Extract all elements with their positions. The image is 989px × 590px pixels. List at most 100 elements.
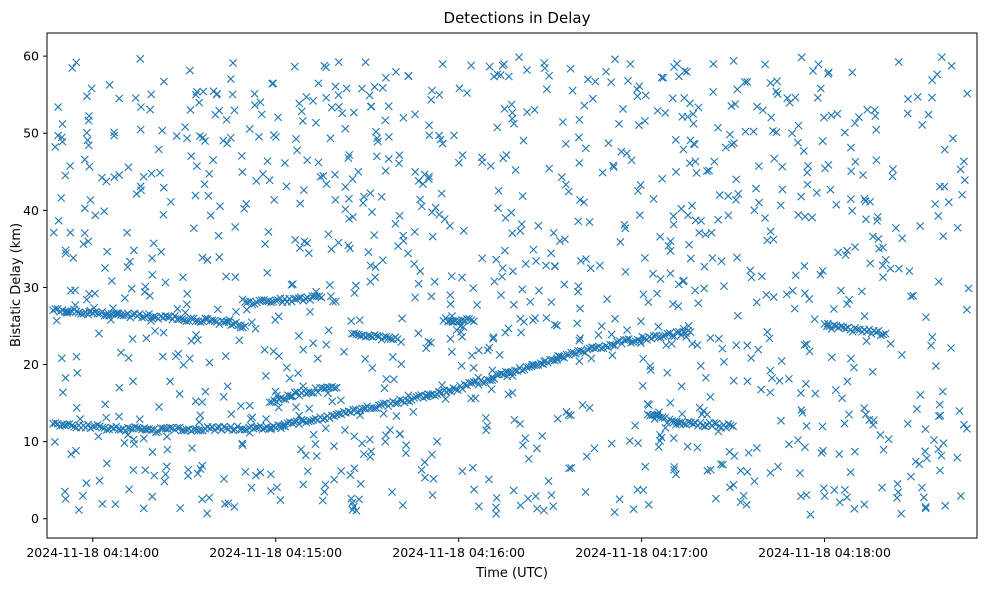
data-point: [265, 398, 274, 407]
data-point: [331, 82, 340, 91]
data-point: [386, 426, 395, 434]
data-point: [206, 211, 215, 220]
data-point: [237, 151, 246, 160]
data-point: [142, 334, 151, 343]
data-point: [729, 422, 738, 431]
data-point: [629, 337, 638, 346]
data-point: [488, 366, 497, 375]
data-point: [467, 61, 476, 70]
data-point: [566, 411, 575, 420]
data-point: [229, 59, 237, 68]
data-point: [417, 202, 426, 211]
data-point: [940, 182, 949, 191]
data-point: [274, 403, 283, 412]
data-point: [61, 495, 70, 504]
data-point: [314, 158, 323, 167]
data-point: [395, 211, 404, 220]
data-point: [74, 308, 83, 317]
data-point: [580, 101, 589, 110]
data-point: [191, 191, 200, 200]
data-point: [673, 59, 682, 68]
data-point: [694, 299, 703, 308]
data-point: [282, 182, 291, 191]
data-point: [299, 382, 308, 391]
data-point: [147, 313, 156, 322]
data-point: [714, 215, 723, 224]
data-point: [847, 167, 856, 176]
data-point: [686, 136, 695, 145]
data-point: [692, 169, 701, 177]
data-point: [666, 398, 675, 407]
data-point: [101, 400, 110, 409]
data-point: [147, 169, 156, 178]
data-point: [516, 501, 525, 510]
data-point: [953, 223, 962, 232]
data-point: [254, 423, 263, 432]
data-point: [200, 180, 209, 189]
data-point: [161, 470, 170, 479]
data-point: [835, 450, 844, 459]
data-point: [161, 424, 170, 433]
data-point: [328, 397, 337, 406]
data-point: [832, 200, 841, 209]
data-point: [277, 394, 286, 402]
data-point: [124, 354, 133, 362]
data-point: [797, 53, 806, 62]
data-point: [216, 202, 224, 211]
data-point: [766, 388, 775, 397]
data-point: [938, 387, 947, 396]
data-point: [820, 113, 829, 122]
data-point: [322, 180, 331, 189]
data-point: [366, 261, 375, 270]
data-point: [939, 232, 948, 241]
data-point: [490, 277, 499, 286]
data-point: [161, 278, 170, 287]
data-point: [478, 254, 487, 263]
data-point: [607, 78, 616, 87]
data-point: [892, 493, 901, 502]
data-point: [309, 430, 318, 439]
data-point: [98, 307, 107, 316]
data-point: [672, 328, 681, 337]
data-point: [802, 491, 811, 499]
data-point: [927, 341, 936, 350]
data-point: [526, 297, 535, 306]
data-point: [85, 289, 94, 298]
data-point: [323, 389, 332, 398]
data-point: [679, 327, 688, 336]
data-point: [903, 419, 912, 428]
data-point: [798, 408, 807, 417]
data-point: [124, 163, 133, 172]
data-point: [844, 410, 853, 419]
data-point: [609, 163, 618, 172]
data-point: [542, 261, 551, 270]
data-point: [280, 158, 289, 167]
data-point: [335, 409, 344, 418]
data-point: [874, 244, 883, 253]
data-point: [576, 256, 585, 265]
data-point: [649, 269, 658, 278]
data-point: [959, 157, 968, 166]
data-point: [196, 426, 205, 435]
data-point: [641, 91, 650, 100]
data-point: [85, 111, 94, 120]
data-point: [125, 257, 134, 266]
data-point: [853, 325, 862, 334]
x-axis-title: Time (UTC): [475, 566, 548, 581]
data-point: [351, 281, 360, 290]
data-point: [241, 467, 250, 476]
data-point: [691, 157, 700, 166]
data-point: [373, 134, 382, 143]
data-point: [888, 172, 897, 181]
data-point: [894, 264, 903, 273]
data-point: [309, 339, 318, 348]
data-point: [888, 165, 897, 174]
data-point: [865, 325, 874, 334]
data-point: [678, 409, 687, 418]
data-point: [377, 400, 386, 409]
data-point: [682, 332, 691, 341]
data-point: [822, 322, 831, 331]
data-point: [897, 350, 906, 359]
data-point: [465, 314, 474, 323]
data-point: [257, 110, 266, 119]
